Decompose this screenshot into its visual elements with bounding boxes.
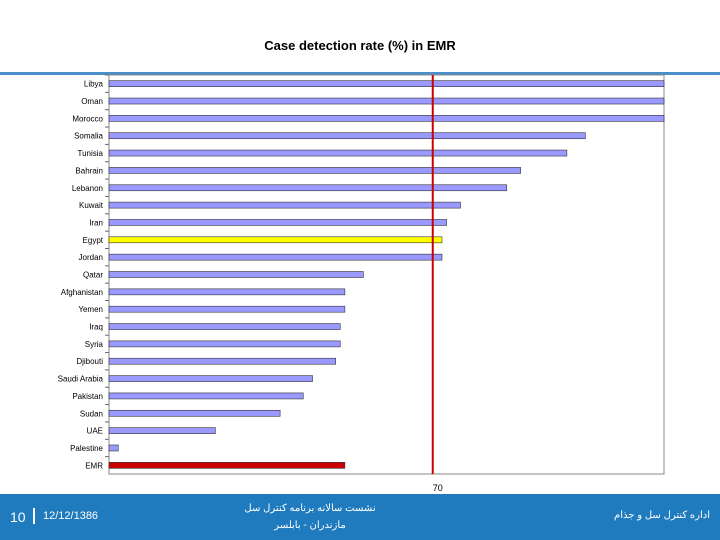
bar [108, 236, 443, 244]
bar [108, 167, 521, 174]
category-label: Afghanistan [61, 288, 103, 297]
bar [108, 201, 461, 209]
category-label: Bahrain [75, 166, 103, 175]
category-label: Pakistan [72, 392, 103, 401]
footer-center-text: نشست سالانه برنامه کنترل سل مازندران - ب… [240, 500, 380, 534]
category-label: Iraq [89, 323, 103, 332]
footer-center-line2: مازندران - بابلسر [274, 520, 346, 531]
category-label: Iran [89, 218, 103, 227]
category-label: Oman [81, 97, 103, 106]
category-label: Lebanon [72, 184, 103, 193]
bar [108, 375, 313, 382]
category-label: UAE [87, 427, 103, 436]
category-label: Tunisia [78, 149, 104, 158]
footer-separator [33, 508, 35, 524]
category-label: Palestine [70, 444, 103, 453]
slide-date: 12/12/1386 [43, 510, 99, 522]
footer-bar: 10 12/12/1386 نشست سالانه برنامه کنترل س… [0, 494, 720, 540]
category-label: Morocco [72, 114, 103, 123]
bar [108, 427, 216, 434]
bar [108, 409, 281, 417]
bar [108, 219, 447, 226]
bar [108, 357, 336, 365]
footer-organization: اداره کنترل سل و جذام [614, 510, 710, 521]
category-label: Kuwait [79, 201, 104, 210]
category-label: Egypt [83, 236, 104, 245]
bar [108, 340, 341, 348]
bar [108, 444, 119, 452]
bar [108, 288, 346, 296]
chart-title: Case detection rate (%) in EMR [264, 38, 456, 53]
category-label: EMR [85, 461, 103, 470]
bar [108, 392, 304, 400]
bar-chart: Libya Oman Morocco Somalia Tunisia Bahrain Leb… [58, 74, 665, 493]
category-label: Syria [85, 340, 104, 349]
category-label: Jordan [79, 253, 103, 262]
header-divider [0, 72, 720, 75]
category-label: Libya [84, 80, 104, 89]
bar [108, 271, 364, 278]
bar [108, 97, 665, 105]
bar [108, 462, 346, 469]
footer-center-line1: نشست سالانه برنامه کنترل سل [244, 503, 376, 514]
bar [108, 132, 586, 140]
reference-line-label: 70 [433, 483, 443, 493]
category-label: Sudan [80, 409, 103, 418]
category-label: Somalia [74, 132, 103, 141]
category-label: Yemen [78, 305, 103, 314]
slide-number: 10 [10, 509, 26, 525]
bar [108, 184, 508, 192]
bar [108, 149, 568, 157]
category-label: Saudi Arabia [58, 375, 104, 384]
bar [108, 305, 346, 313]
bar [108, 323, 341, 330]
bar [108, 115, 665, 122]
bar [108, 80, 665, 87]
bar [108, 253, 443, 261]
category-label: Qatar [83, 271, 103, 280]
category-label: Djibouti [76, 357, 103, 366]
